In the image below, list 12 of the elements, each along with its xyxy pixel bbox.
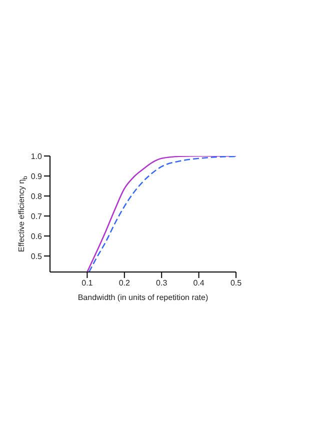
- y-tick-label: 0.9: [30, 172, 43, 181]
- y-tick-label: 0.6: [30, 232, 43, 241]
- x-tick-label: 0.1: [82, 278, 94, 288]
- y-tick-label: 0.7: [30, 212, 43, 221]
- x-tick-label: 0.2: [118, 278, 131, 288]
- y-tick-label: 0.8: [30, 192, 43, 201]
- y-tick-label: 1.0: [30, 152, 43, 161]
- x-axis-title: Bandwidth (in units of repetition rate): [78, 293, 208, 302]
- x-tick-label: 0.3: [156, 278, 168, 288]
- x-tick-label: 0.5: [230, 278, 242, 288]
- y-tick-label: 0.5: [30, 252, 43, 261]
- x-tick-label: 0.4: [193, 278, 205, 288]
